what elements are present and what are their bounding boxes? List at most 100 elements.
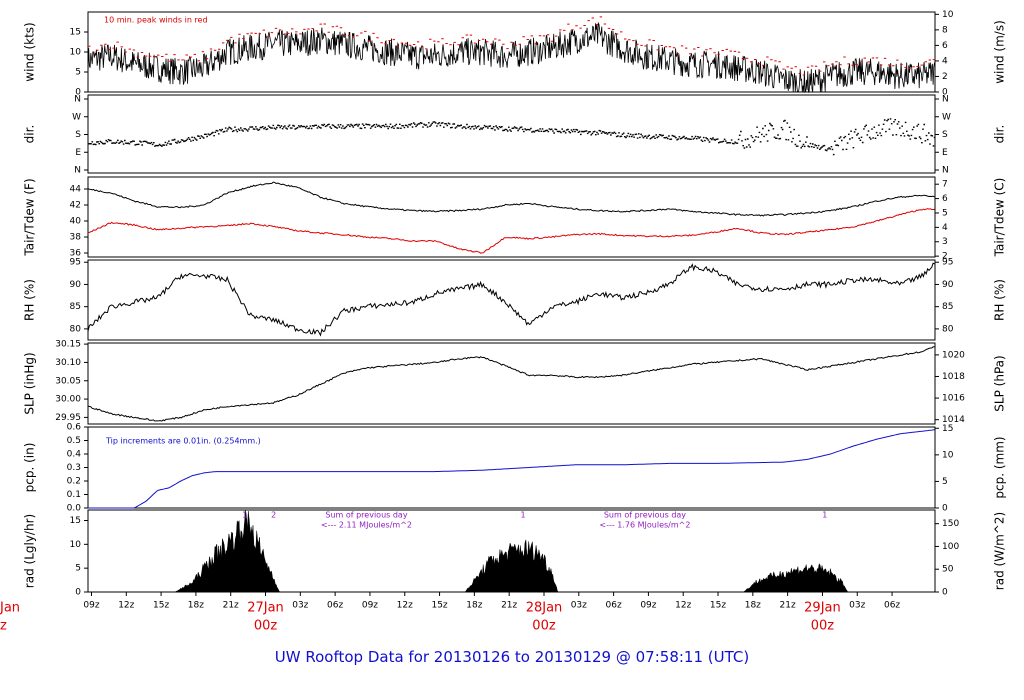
y-tick-label-rad: 10 (70, 540, 82, 550)
x-tick-label: 09z (83, 601, 99, 611)
y2-tick-label-temp: 2 (942, 252, 948, 262)
series-pcp-0 (88, 429, 935, 509)
x-tick-label: 15z (153, 601, 169, 611)
y2-tick-label-slp: 1016 (942, 394, 965, 404)
x-tick-label: 06z (327, 601, 343, 611)
x-tick-label: 12z (397, 601, 413, 611)
annotation-rad: 2 (271, 511, 276, 520)
annotation-wind: 10 min. peak winds in red (104, 16, 208, 25)
y2-tick-label-slp: 1020 (942, 350, 965, 360)
y2-tick-label-rad: 50 (942, 565, 954, 575)
y-tick-label-pcp: 0.6 (67, 423, 82, 433)
y2-tick-label-slp: 1018 (942, 372, 965, 382)
x-tick-label: 06z (606, 601, 622, 611)
y-tick-label-pcp: 0.5 (67, 436, 81, 446)
y2-tick-label-rad: 150 (942, 519, 959, 529)
y-tick-label-pcp: 0.2 (67, 477, 81, 487)
day-label-date: 29Jan (804, 601, 841, 616)
x-tick-label: 18z (466, 601, 482, 611)
y-tick-label-rad: 5 (75, 564, 81, 574)
y2-tick-label-slp: 1014 (942, 415, 965, 425)
x-tick-label: 03z (292, 601, 308, 611)
y2-tick-label-rh: 80 (942, 324, 954, 334)
y2-tick-label-wind: 2 (942, 72, 948, 82)
y2-tick-label-temp: 3 (942, 237, 948, 247)
day-label-hour: 00z (532, 619, 556, 634)
series-dir-0 (88, 118, 936, 156)
y-axis-label-pcp: pcp. (in) (23, 443, 37, 493)
y-tick-label-temp: 38 (70, 233, 82, 243)
y2-tick-label-temp: 7 (942, 180, 948, 190)
y-tick-label-dir: N (74, 166, 81, 176)
y-tick-label-pcp: 0.0 (67, 504, 82, 514)
y-tick-label-pcp: 0.4 (67, 450, 82, 460)
y-axis-label-rad: rad (Lgly/hr) (23, 514, 37, 588)
y-tick-label-temp: 42 (70, 201, 81, 211)
x-tick-label: 12z (118, 601, 134, 611)
day-label-hour: 00z (811, 619, 835, 634)
x-tick-label: 21z (223, 601, 239, 611)
y-axis-label-temp: Tair/Tdew (F) (23, 178, 37, 256)
x-tick-label: 18z (188, 601, 204, 611)
y-tick-label-slp: 30.10 (55, 358, 81, 368)
annotation-rad: <--- 2.11 MJoules/m^2 (321, 521, 412, 530)
y-tick-label-wind: 15 (70, 28, 81, 38)
y2-axis-label-dir: dir. (993, 125, 1007, 144)
y2-tick-label-temp: 5 (942, 208, 948, 218)
y-axis-label-dir: dir. (23, 125, 37, 144)
y2-tick-label-wind: 10 (942, 10, 954, 20)
y2-tick-label-rh: 90 (942, 280, 954, 290)
y2-tick-label-rh: 85 (942, 302, 953, 312)
x-tick-label: 09z (362, 601, 378, 611)
y-tick-label-temp: 36 (70, 249, 82, 259)
y2-tick-label-rh: 95 (942, 258, 953, 268)
x-tick-label: 03z (849, 601, 865, 611)
y-tick-label-slp: 30.05 (55, 376, 81, 386)
y-tick-label-rh: 80 (70, 324, 82, 334)
y-tick-label-temp: 40 (70, 217, 82, 227)
y-tick-label-dir: N (74, 95, 81, 105)
x-tick-label: 21z (501, 601, 517, 611)
x-tick-label: 15z (710, 601, 726, 611)
x-tick-label: 06z (884, 601, 900, 611)
y2-tick-label-wind: 6 (942, 41, 948, 51)
panel-frame-dir (87, 94, 936, 174)
series-rh-0 (87, 262, 935, 337)
series-wind-1 (88, 16, 936, 76)
series-temp-1 (87, 208, 935, 254)
panel-frame-temp (87, 176, 936, 258)
y2-tick-label-wind: 8 (942, 25, 948, 35)
y2-tick-label-dir: S (942, 130, 948, 140)
series-wind-0 (87, 21, 935, 94)
series-temp-0 (87, 181, 935, 217)
y-tick-label-pcp: 0.1 (67, 490, 81, 500)
y2-tick-label-temp: 4 (942, 223, 948, 233)
y-tick-label-slp: 30.00 (55, 395, 81, 405)
y-tick-label-temp: 44 (70, 185, 82, 195)
y-tick-label-pcp: 0.3 (67, 463, 81, 473)
x-tick-label: 09z (640, 601, 656, 611)
y2-axis-label-pcp: pcp. (mm) (993, 436, 1007, 498)
y-tick-label-wind: 5 (75, 68, 81, 78)
y-tick-label-rh: 95 (70, 258, 81, 268)
y2-tick-label-dir: N (942, 166, 949, 176)
y2-tick-label-pcp: 0 (942, 504, 948, 514)
panel-frame-rh (87, 259, 936, 341)
page-title: UW Rooftop Data for 20130126 to 20130129… (274, 648, 750, 666)
y2-tick-label-rad: 100 (942, 542, 959, 552)
y2-axis-label-temp: Tair/Tdew (C) (993, 178, 1007, 258)
x-tick-label: 03z (571, 601, 587, 611)
day-label-hour: 00z (254, 619, 278, 634)
panel-frame-slp (87, 342, 936, 425)
y-tick-label-rh: 85 (70, 302, 81, 312)
y2-axis-label-wind: wind (m/s) (993, 20, 1007, 84)
y2-tick-label-wind: 0 (942, 88, 948, 98)
y2-tick-label-temp: 6 (942, 194, 948, 204)
y-tick-label-rad: 15 (70, 516, 81, 526)
annotation-rad: Sum of previous day (604, 511, 686, 520)
y2-axis-label-rad: rad (W/m^2) (993, 512, 1007, 590)
y2-tick-label-rad: 0 (942, 588, 948, 598)
y-tick-label-wind: 10 (70, 48, 82, 58)
y-tick-label-wind: 0 (75, 88, 81, 98)
y2-tick-label-dir: W (942, 112, 951, 122)
